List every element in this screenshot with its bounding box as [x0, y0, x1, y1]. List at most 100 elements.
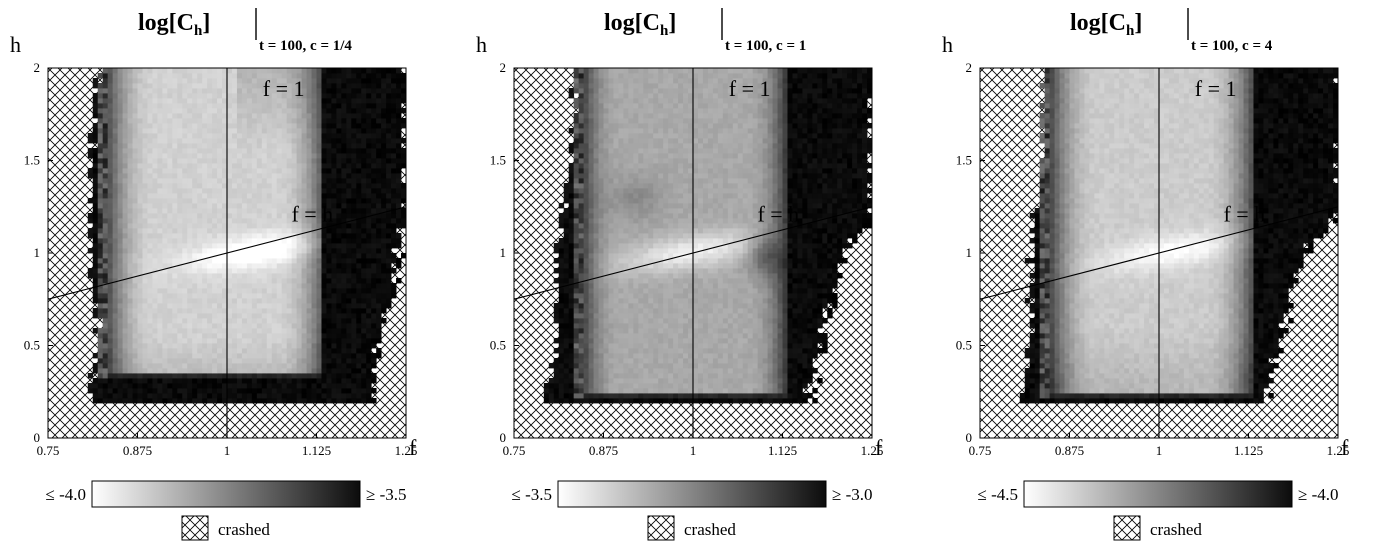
heatmap-cell [231, 358, 238, 364]
heatmap-cell [177, 338, 183, 344]
heatmap-cell [321, 193, 327, 199]
heatmap-cell [767, 343, 773, 349]
heatmap-cell [147, 278, 153, 284]
heatmap-cell [251, 193, 258, 199]
heatmap-cell [236, 208, 243, 214]
heatmap-cell [812, 333, 818, 339]
heatmap-cell [102, 338, 109, 344]
heatmap-cell [172, 283, 178, 289]
heatmap-cell [172, 113, 178, 119]
heatmap-cell [122, 218, 128, 224]
heatmap-cell [558, 333, 565, 339]
heatmap-cell [341, 198, 347, 204]
heatmap-cell [266, 98, 273, 104]
heatmap-cell [653, 333, 659, 339]
heatmap-cell [227, 158, 233, 164]
heatmap-cell [167, 358, 173, 364]
heatmap-cell [177, 313, 183, 319]
heatmap-cell [212, 343, 218, 349]
heatmap-cell [227, 383, 233, 389]
heatmap-cell [316, 218, 322, 224]
heatmap-cell [271, 218, 278, 224]
heatmap-cell [376, 313, 382, 319]
heatmap-cell [732, 338, 739, 344]
heatmap-cell [162, 233, 168, 239]
heatmap-cell [802, 393, 808, 399]
heatmap-cell [568, 383, 575, 389]
heatmap-cell [618, 368, 624, 374]
heatmap-cell [117, 303, 123, 309]
heatmap-cell [306, 153, 312, 159]
heatmap-cell [246, 183, 253, 189]
heatmap-cell [92, 93, 99, 99]
heatmap-cell [331, 143, 337, 149]
heatmap-cell [683, 353, 689, 359]
label-f-equals-h: f = h [291, 202, 333, 227]
heatmap-cell [92, 368, 99, 374]
heatmap-cell [197, 298, 203, 304]
heatmap-cell [202, 73, 208, 79]
heatmap-cell [386, 288, 392, 294]
heatmap-cell [311, 298, 317, 304]
heatmap-cell [192, 138, 198, 144]
heatmap-cell [97, 123, 104, 129]
heatmap-cell [246, 138, 253, 144]
heatmap-cell [157, 348, 163, 354]
heatmap-cell [321, 233, 327, 239]
heatmap-cell [261, 233, 268, 239]
heatmap-cell [286, 248, 293, 254]
heatmap-cell [301, 73, 307, 79]
heatmap-cell [172, 228, 178, 234]
heatmap-cell [356, 333, 362, 339]
heatmap-cell [97, 343, 104, 349]
heatmap-cell [762, 373, 768, 379]
heatmap-cell [747, 348, 754, 354]
heatmap-cell [157, 308, 163, 314]
heatmap-cell [167, 73, 173, 79]
heatmap-cell [212, 278, 218, 284]
heatmap-cell [311, 398, 317, 404]
heatmap-cell [117, 228, 123, 234]
heatmap-cell [613, 333, 619, 339]
heatmap-cell [142, 353, 148, 359]
heatmap-cell [147, 178, 153, 184]
heatmap-cell [391, 178, 397, 184]
heatmap-cell [251, 153, 258, 159]
heatmap-cell [371, 148, 377, 154]
heatmap-cell [321, 378, 327, 384]
heatmap-cell [366, 388, 372, 394]
heatmap-cell [117, 338, 123, 344]
heatmap-cell [613, 398, 619, 404]
heatmap-cell [673, 383, 679, 389]
heatmap-cell [321, 323, 327, 329]
heatmap-cell [117, 368, 123, 374]
heatmap-cell [222, 398, 228, 404]
heatmap-cell [197, 158, 203, 164]
heatmap-cell [578, 363, 585, 369]
heatmap-cell [281, 363, 288, 369]
heatmap-cell [241, 168, 248, 174]
heatmap-cell [162, 308, 168, 314]
heatmap-cell [107, 398, 114, 404]
heatmap-cell [291, 248, 298, 254]
heatmap-cell [251, 68, 258, 74]
heatmap-cell [336, 93, 342, 99]
heatmap-cell [316, 243, 322, 249]
heatmap-cell [102, 308, 109, 314]
heatmap-cell [231, 148, 238, 154]
heatmap-cell [366, 228, 372, 234]
heatmap-cell [112, 83, 119, 89]
heatmap-cell [331, 373, 337, 379]
heatmap-cell [251, 148, 258, 154]
heatmap-cell [117, 213, 123, 219]
heatmap-cell [316, 238, 322, 244]
heatmap-cell [381, 253, 387, 259]
heatmap-cell [371, 398, 377, 404]
heatmap-cell [182, 393, 188, 399]
heatmap-cell [311, 143, 317, 149]
heatmap-cell [197, 248, 203, 254]
heatmap-cell [331, 358, 337, 364]
heatmap-cell [167, 318, 173, 324]
heatmap-cell [251, 293, 258, 299]
heatmap-cell [341, 388, 347, 394]
